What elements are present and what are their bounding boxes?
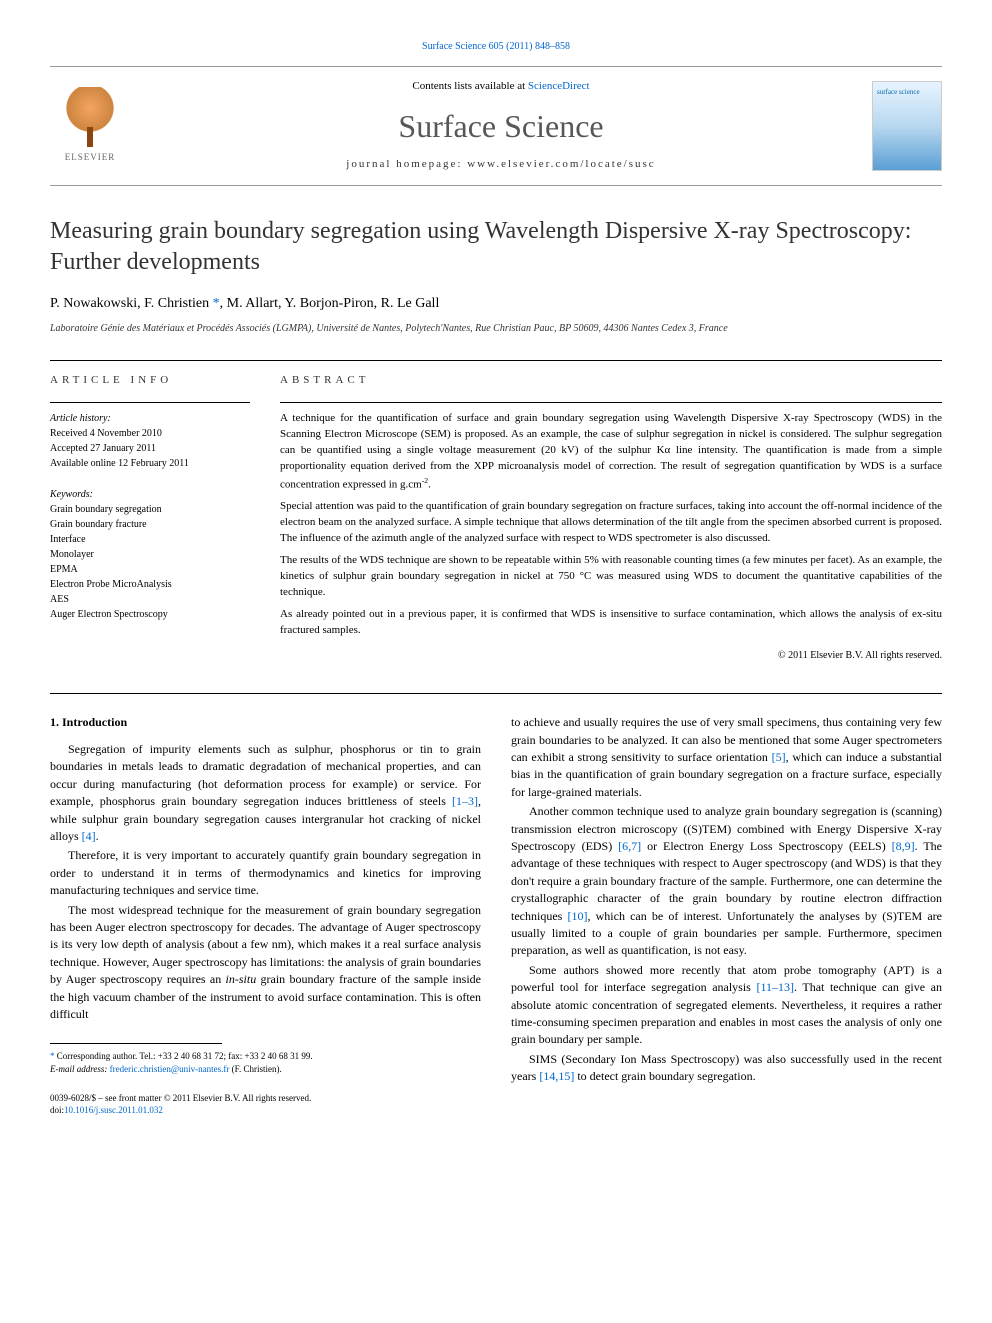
body-text: or Electron Energy Loss Spectroscopy (EE… — [641, 839, 891, 853]
abstract-p1: A technique for the quantification of su… — [280, 411, 942, 493]
abstract-p3: The results of the WDS technique are sho… — [280, 553, 942, 601]
keyword: Electron Probe MicroAnalysis — [50, 577, 250, 592]
body-paragraph: Another common technique used to analyze… — [511, 803, 942, 960]
citation-link[interactable]: Surface Science 605 (2011) 848–858 — [422, 41, 570, 52]
meta-abstract-row: article info Article history: Received 4… — [50, 360, 942, 664]
body-paragraph: Segregation of impurity elements such as… — [50, 741, 481, 845]
article-info-column: article info Article history: Received 4… — [50, 373, 250, 664]
keyword: Interface — [50, 532, 250, 547]
header-center: Contents lists available at ScienceDirec… — [130, 79, 872, 173]
history-title: Article history: — [50, 411, 250, 426]
keywords-title: Keywords: — [50, 487, 250, 502]
keyword: Monolayer — [50, 547, 250, 562]
authors: P. Nowakowski, F. Christien *, M. Allart… — [50, 294, 942, 314]
doi-line: doi:10.1016/j.susc.2011.01.032 — [50, 1104, 481, 1117]
corresponding-author-footnote: * Corresponding author. Tel.: +33 2 40 6… — [50, 1050, 481, 1075]
abstract-p1-text: A technique for the quantification of su… — [280, 412, 942, 490]
homepage-prefix: journal homepage: — [346, 158, 467, 170]
section-heading-intro: 1. Introduction — [50, 714, 481, 731]
body-text: to detect grain boundary segregation. — [574, 1069, 755, 1083]
elsevier-tree-icon — [65, 87, 115, 147]
journal-name: Surface Science — [130, 104, 872, 149]
footnote-separator — [50, 1043, 222, 1044]
journal-cover-thumbnail: surface science — [872, 81, 942, 171]
elsevier-logo: ELSEVIER — [50, 81, 130, 171]
keyword: Grain boundary fracture — [50, 517, 250, 532]
authors-pre: P. Nowakowski, F. Christien — [50, 296, 213, 311]
article-info-label: article info — [50, 373, 250, 388]
abstract-p4: As already pointed out in a previous pap… — [280, 607, 942, 639]
sciencedirect-link[interactable]: ScienceDirect — [528, 80, 590, 92]
abstract-text: A technique for the quantification of su… — [280, 402, 942, 663]
keyword: AES — [50, 592, 250, 607]
ref-link[interactable]: [1–3] — [452, 794, 478, 808]
body-paragraph: to achieve and usually requires the use … — [511, 714, 942, 801]
body-columns: 1. Introduction Segregation of impurity … — [50, 693, 942, 1116]
doi-link[interactable]: 10.1016/j.susc.2011.01.032 — [64, 1105, 163, 1115]
body-text: . — [96, 829, 99, 843]
affiliation: Laboratoire Génie des Matériaux et Procé… — [50, 322, 942, 336]
abstract-copyright: © 2011 Elsevier B.V. All rights reserved… — [280, 649, 942, 664]
ref-link[interactable]: [11–13] — [756, 980, 794, 994]
footer-block: 0039-6028/$ – see front matter © 2011 El… — [50, 1092, 481, 1117]
body-text: Segregation of impurity elements such as… — [50, 742, 481, 808]
footnote-line1: Corresponding author. Tel.: +33 2 40 68 … — [55, 1051, 313, 1061]
ref-link[interactable]: [8,9] — [892, 839, 915, 853]
keyword: EPMA — [50, 562, 250, 577]
contents-prefix: Contents lists available at — [412, 80, 527, 92]
left-column: 1. Introduction Segregation of impurity … — [50, 714, 481, 1116]
elsevier-label: ELSEVIER — [65, 151, 116, 164]
body-paragraph: Therefore, it is very important to accur… — [50, 847, 481, 899]
contents-line: Contents lists available at ScienceDirec… — [130, 79, 872, 94]
abstract-p2: Special attention was paid to the quanti… — [280, 499, 942, 547]
corresponding-author-marker[interactable]: * — [213, 296, 220, 311]
right-column: to achieve and usually requires the use … — [511, 714, 942, 1116]
ref-link[interactable]: [10] — [567, 909, 587, 923]
authors-post: , M. Allart, Y. Borjon-Piron, R. Le Gall — [220, 296, 440, 311]
front-matter-line: 0039-6028/$ – see front matter © 2011 El… — [50, 1092, 481, 1105]
abstract-column: abstract A technique for the quantificat… — [280, 373, 942, 664]
history-received: Received 4 November 2010 — [50, 426, 250, 441]
homepage-url: www.elsevier.com/locate/susc — [467, 158, 655, 170]
keywords-block: Keywords: Grain boundary segregation Gra… — [50, 487, 250, 622]
history-accepted: Accepted 27 January 2011 — [50, 441, 250, 456]
ref-link[interactable]: [6,7] — [618, 839, 641, 853]
ref-link[interactable]: [4] — [82, 829, 96, 843]
ref-link[interactable]: [14,15] — [539, 1069, 574, 1083]
citation-header: Surface Science 605 (2011) 848–858 — [50, 40, 942, 54]
article-history: Article history: Received 4 November 201… — [50, 402, 250, 471]
keyword: Grain boundary segregation — [50, 502, 250, 517]
footnote-post: (F. Christien). — [229, 1064, 281, 1074]
body-paragraph: Some authors showed more recently that a… — [511, 962, 942, 1049]
body-paragraph: SIMS (Secondary Ion Mass Spectroscopy) w… — [511, 1051, 942, 1086]
cover-title: surface science — [877, 88, 937, 98]
email-label: E-mail address: — [50, 1064, 110, 1074]
journal-header: ELSEVIER Contents lists available at Sci… — [50, 66, 942, 186]
doi-prefix: doi: — [50, 1105, 64, 1115]
abstract-label: abstract — [280, 373, 942, 388]
article-title: Measuring grain boundary segregation usi… — [50, 216, 942, 278]
body-paragraph: The most widespread technique for the me… — [50, 902, 481, 1024]
journal-homepage: journal homepage: www.elsevier.com/locat… — [130, 157, 872, 172]
abstract-p1-end: . — [428, 478, 431, 490]
ref-link[interactable]: [5] — [772, 750, 786, 764]
history-online: Available online 12 February 2011 — [50, 456, 250, 471]
email-link[interactable]: frederic.christien@univ-nantes.fr — [110, 1064, 230, 1074]
keyword: Auger Electron Spectroscopy — [50, 607, 250, 622]
italic-term: in-situ — [226, 972, 257, 986]
